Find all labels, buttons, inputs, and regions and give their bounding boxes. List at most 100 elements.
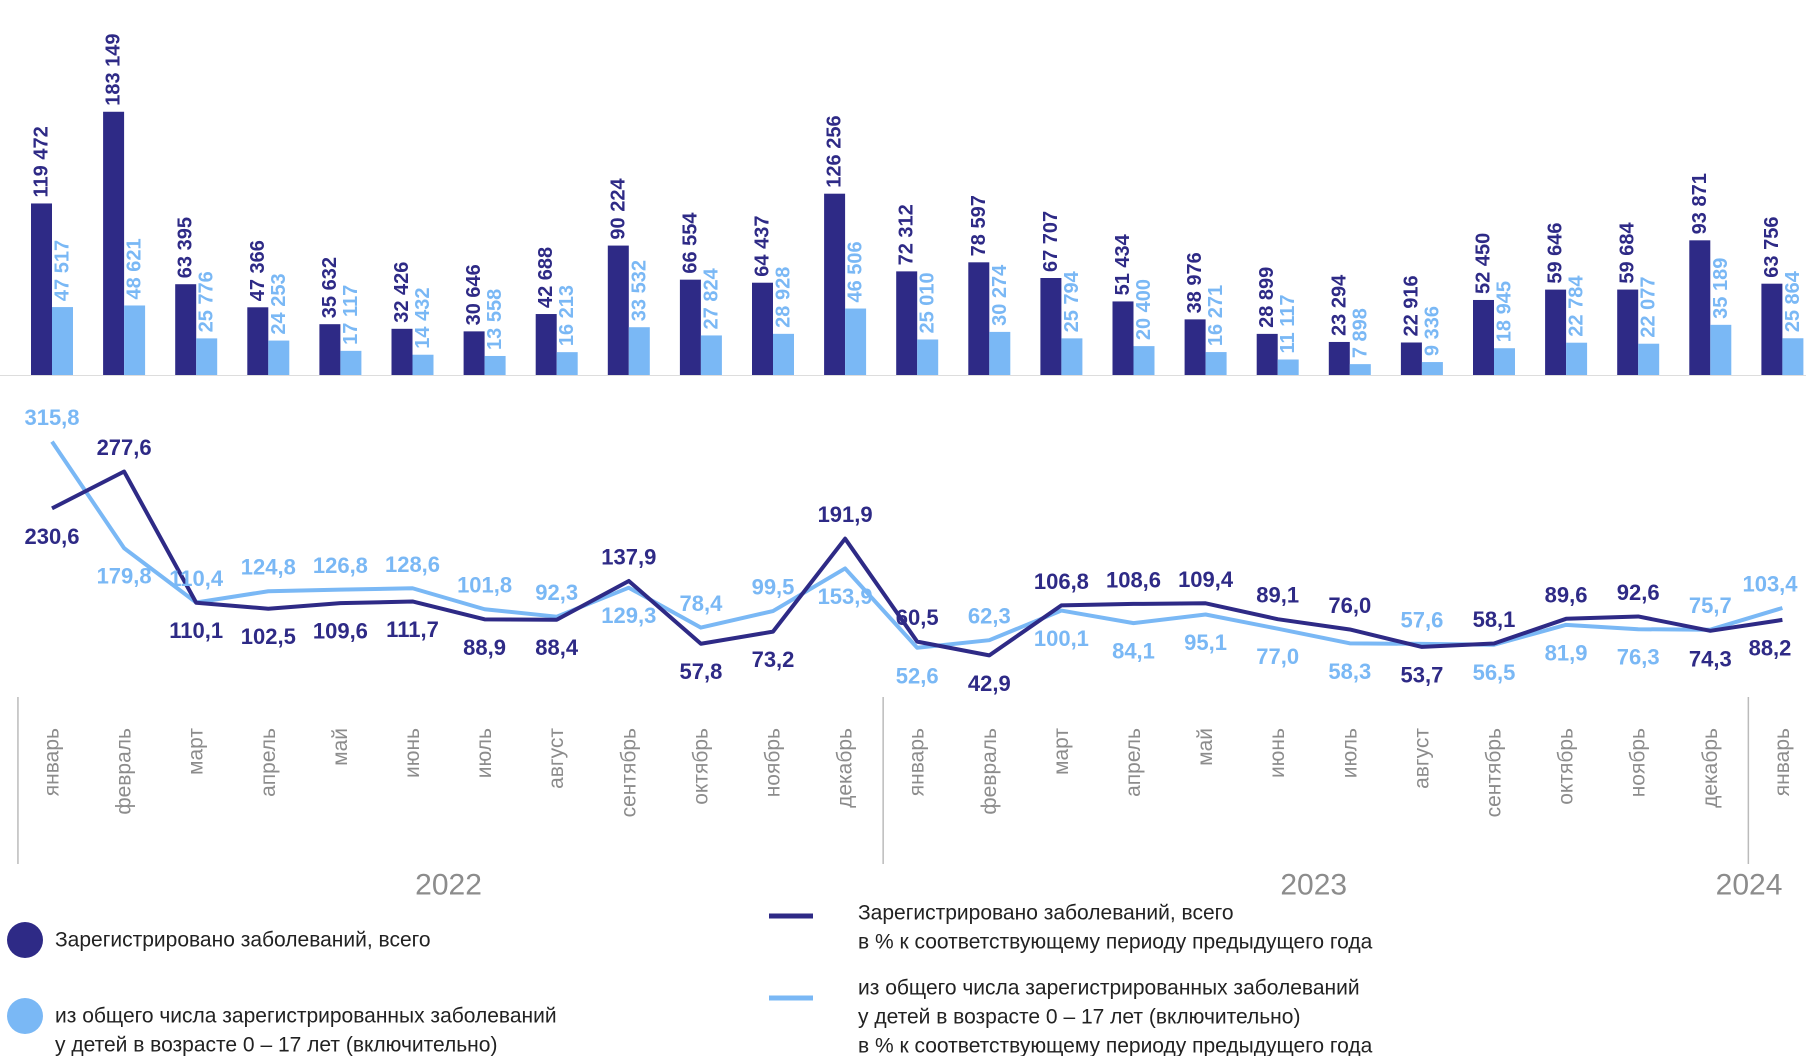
bar: [679, 279, 701, 376]
x-tick-label: август: [545, 728, 568, 789]
bar: [196, 338, 218, 376]
value-label: 25 010: [917, 272, 939, 333]
value-label: 14 432: [412, 288, 434, 349]
bar: [1473, 299, 1494, 376]
bar: [824, 193, 846, 376]
bar: [103, 111, 125, 376]
value-label: 30 646: [463, 264, 485, 325]
line-value-label: 124,8: [241, 555, 296, 580]
value-label: 63 395: [175, 217, 197, 278]
legend-marker: [7, 922, 43, 958]
line-value-label: 75,7: [1689, 593, 1732, 618]
bar: [484, 355, 506, 376]
value-label: 72 312: [896, 204, 918, 265]
line-value-label: 230,6: [24, 524, 79, 549]
value-label: 90 224: [607, 178, 629, 240]
line-value-label: 57,8: [679, 659, 722, 684]
value-label: 35 632: [319, 257, 341, 318]
bar: [463, 331, 485, 376]
line-value-label: 110,1: [169, 618, 223, 643]
bar: [1494, 348, 1515, 376]
x-tick-label: январь: [41, 728, 64, 796]
line-value-label: 100,1: [1034, 626, 1089, 651]
line-value-label: 315,8: [24, 405, 79, 430]
value-label: 93 871: [1689, 173, 1711, 234]
bar: [752, 282, 773, 376]
line-value-label: 42,9: [968, 671, 1011, 696]
bar: [1761, 283, 1783, 376]
value-label: 11 117: [1277, 295, 1299, 354]
bar: [1184, 319, 1206, 376]
line-value-label: 89,6: [1545, 582, 1588, 607]
x-tick-label: апрель: [1122, 728, 1145, 797]
bar: [412, 354, 434, 376]
value-label: 47 366: [247, 240, 269, 301]
x-tick-label: март: [1050, 728, 1073, 775]
value-label: 24 253: [268, 273, 290, 334]
line-value-label: 191,9: [818, 502, 873, 527]
value-label: 38 976: [1184, 252, 1206, 313]
value-label: 48 621: [124, 238, 146, 299]
bar: [1328, 341, 1350, 376]
line-value-label: 179,8: [97, 564, 152, 589]
bar: [1112, 301, 1134, 376]
legend-label: Зарегистрировано заболеваний, всего: [55, 929, 431, 952]
value-label: 18 945: [1494, 281, 1516, 342]
legend-label: из общего числа зарегистрированных забол…: [858, 977, 1360, 1000]
bar: [1256, 333, 1278, 376]
value-label: 64 437: [752, 216, 774, 277]
bar: [556, 352, 578, 376]
line-value-label: 58,1: [1473, 607, 1516, 632]
group-label: 2022: [415, 869, 482, 902]
bar: [247, 307, 269, 376]
bar: [1638, 343, 1660, 376]
line-value-label: 108,6: [1106, 567, 1161, 592]
value-label: 22 916: [1400, 275, 1422, 336]
value-label: 32 426: [391, 262, 413, 323]
legend-label: в % к соответствующему периоду предыдуще…: [858, 1035, 1373, 1056]
value-label: 51 434: [1112, 233, 1134, 295]
line-value-label: 109,6: [313, 619, 368, 644]
line-value-label: 110,4: [169, 566, 224, 591]
bar: [124, 305, 146, 376]
bar: [1710, 324, 1732, 376]
legend-label: в % к соответствующему периоду предыдуще…: [858, 931, 1373, 954]
line-value-label: 109,4: [1178, 567, 1234, 592]
bar: [1400, 342, 1422, 376]
bar: [268, 340, 290, 376]
value-label: 27 824: [700, 267, 722, 329]
bar: [1349, 364, 1371, 376]
value-label: 35 189: [1710, 258, 1732, 319]
x-tick-label: ноябрь: [1627, 728, 1650, 797]
x-tick-label: октябрь: [689, 728, 712, 805]
bar: [968, 262, 990, 376]
value-label: 28 928: [773, 267, 795, 328]
line-value-label: 81,9: [1545, 640, 1588, 665]
line-value-label: 128,6: [385, 552, 440, 577]
value-label: 67 707: [1040, 211, 1062, 272]
line-value-label: 84,1: [1112, 639, 1155, 664]
line-value-label: 111,7: [386, 617, 439, 642]
line-value-label: 101,8: [457, 573, 512, 598]
line-value-label: 88,2: [1749, 635, 1792, 660]
line-value-label: 92,3: [535, 580, 578, 605]
bar: [917, 339, 939, 376]
line-value-label: 57,6: [1400, 607, 1443, 632]
line-value-label: 103,4: [1742, 571, 1798, 596]
value-label: 16 271: [1205, 285, 1227, 346]
value-label: 20 400: [1133, 279, 1155, 340]
line-value-label: 92,6: [1617, 580, 1660, 605]
line-value-label: 77,0: [1256, 644, 1299, 669]
value-label: 22 077: [1638, 277, 1660, 338]
bar: [391, 328, 413, 376]
value-label: 126 256: [824, 115, 846, 187]
x-tick-label: апрель: [257, 728, 280, 797]
line-value-label: 74,3: [1689, 646, 1732, 671]
bar: [1277, 359, 1299, 376]
bar: [628, 327, 650, 376]
bar: [1205, 352, 1227, 376]
line-value-label: 53,7: [1400, 662, 1443, 687]
legend-label: у детей в возрасте 0 – 17 лет (включител…: [858, 1006, 1300, 1029]
